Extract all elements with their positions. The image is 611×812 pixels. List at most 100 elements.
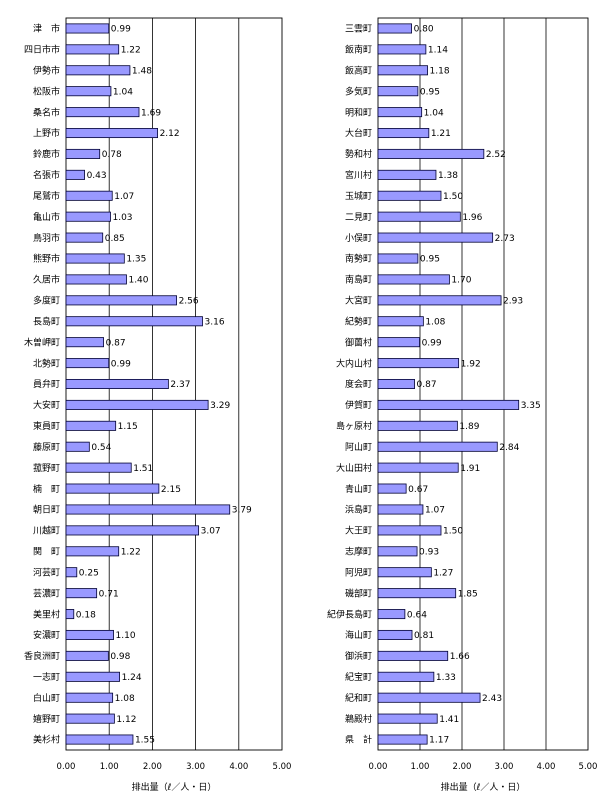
category-label: 阿児町 xyxy=(345,567,372,578)
bar xyxy=(65,650,109,661)
value-label: 0.99 xyxy=(111,25,131,35)
value-label: 2.84 xyxy=(499,443,519,453)
category-label: 伊賀町 xyxy=(345,399,372,411)
value-label: 1.35 xyxy=(126,255,146,265)
value-label: 1.91 xyxy=(460,464,480,474)
x-tick-label: 4.00 xyxy=(229,762,248,772)
value-label: 1.08 xyxy=(115,694,135,704)
category-label: 菰野町 xyxy=(33,462,60,474)
category-label: 紀和町 xyxy=(345,692,372,704)
category-label: 度会町 xyxy=(345,378,372,390)
category-label: 御浜町 xyxy=(345,650,372,662)
value-label: 1.51 xyxy=(133,464,153,474)
category-label: 海山町 xyxy=(345,629,372,641)
category-label: 県 計 xyxy=(345,734,372,746)
bar xyxy=(65,420,117,431)
value-label: 0.80 xyxy=(414,25,434,35)
category-label: 多度町 xyxy=(33,295,60,307)
bar xyxy=(65,609,75,620)
bar xyxy=(65,588,98,599)
bar xyxy=(65,169,85,180)
value-label: 1.10 xyxy=(116,631,136,641)
bar xyxy=(65,23,110,34)
value-label: 0.18 xyxy=(76,610,96,620)
value-label: 1.48 xyxy=(132,66,152,76)
category-label: 大山田村 xyxy=(336,462,372,474)
category-label: 熊野市 xyxy=(33,253,60,265)
value-label: 1.89 xyxy=(459,422,479,432)
value-label: 0.64 xyxy=(407,610,427,620)
category-label: 員弁町 xyxy=(33,378,60,390)
category-label: 三雲町 xyxy=(345,24,372,35)
category-label: 大王町 xyxy=(345,525,372,537)
category-label: 東員町 xyxy=(33,420,60,432)
category-label: 飯高町 xyxy=(345,64,372,76)
value-label: 0.95 xyxy=(420,87,440,97)
category-label: 香良洲町 xyxy=(24,650,60,662)
bar xyxy=(65,148,101,159)
value-label: 2.12 xyxy=(160,129,180,139)
value-label: 1.21 xyxy=(431,129,451,139)
bar xyxy=(377,483,407,494)
bar xyxy=(65,399,209,410)
x-tick-label: 1.00 xyxy=(100,762,119,772)
bar xyxy=(377,399,520,410)
category-label: 藤原町 xyxy=(33,441,60,453)
category-label: 美里村 xyxy=(33,608,60,620)
value-label: 1.70 xyxy=(451,276,471,286)
value-label: 0.87 xyxy=(417,380,437,390)
category-label: 勢和村 xyxy=(345,148,372,160)
bar xyxy=(377,358,460,369)
value-label: 1.38 xyxy=(438,171,458,181)
category-label: 志摩町 xyxy=(345,546,372,558)
bar xyxy=(377,713,438,724)
value-label: 1.66 xyxy=(450,652,470,662)
bar xyxy=(65,671,120,682)
category-label: 鈴鹿市 xyxy=(33,148,60,160)
value-label: 0.95 xyxy=(420,255,440,265)
category-label: 尾鷲市 xyxy=(33,190,60,202)
value-label: 1.18 xyxy=(430,66,450,76)
bar xyxy=(65,128,158,139)
category-label: 鳥羽市 xyxy=(33,232,60,244)
bar xyxy=(377,567,432,578)
value-label: 1.12 xyxy=(116,715,136,725)
category-label: 大内山村 xyxy=(336,357,372,369)
category-label: 関 町 xyxy=(33,547,60,558)
bar xyxy=(377,692,481,703)
value-label: 0.98 xyxy=(110,652,130,662)
value-label: 1.96 xyxy=(462,213,482,223)
x-tick-label: 1.00 xyxy=(411,762,430,772)
category-label: 津 市 xyxy=(33,23,60,35)
value-label: 0.67 xyxy=(408,485,428,495)
value-label: 3.35 xyxy=(521,401,541,411)
bar xyxy=(377,420,458,431)
bar xyxy=(377,232,494,243)
bar xyxy=(377,211,461,222)
value-label: 1.14 xyxy=(428,46,448,56)
category-label: 松阪市 xyxy=(33,85,60,97)
category-label: 大安町 xyxy=(33,399,60,411)
bar xyxy=(65,483,160,494)
category-label: 長島町 xyxy=(33,315,60,327)
category-label: 飯南町 xyxy=(345,44,372,56)
x-tick-label: 3.00 xyxy=(495,762,514,772)
value-label: 0.71 xyxy=(99,589,119,599)
value-label: 1.55 xyxy=(135,736,155,746)
bar xyxy=(377,86,419,97)
bar xyxy=(377,441,498,452)
bar xyxy=(65,525,200,536)
bar xyxy=(377,378,415,390)
category-label: 上野市 xyxy=(33,127,60,139)
category-label: 紀勢町 xyxy=(345,315,372,327)
value-label: 0.43 xyxy=(87,171,107,181)
category-label: 河芸町 xyxy=(33,566,60,578)
value-label: 0.78 xyxy=(102,150,122,160)
value-label: 1.22 xyxy=(121,548,141,558)
value-label: 1.07 xyxy=(425,506,445,516)
category-label: 伊勢市 xyxy=(33,64,60,76)
category-label: 芸濃町 xyxy=(33,587,60,599)
value-label: 1.24 xyxy=(122,673,142,683)
bar xyxy=(65,567,78,578)
